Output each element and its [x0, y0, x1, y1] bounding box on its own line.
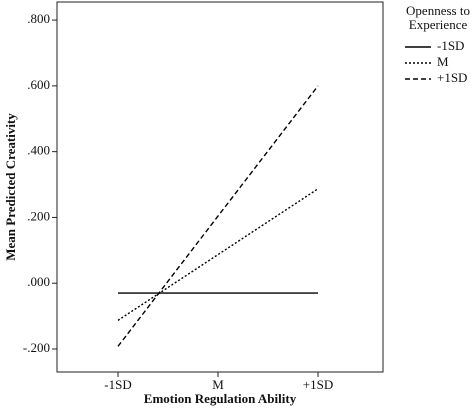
- y-tick-label: .800: [27, 11, 50, 26]
- x-tick-label: +1SD: [303, 377, 333, 392]
- y-axis-label: Mean Predicted Creativity: [3, 113, 18, 261]
- x-axis-label: Emotion Regulation Ability: [144, 391, 297, 406]
- x-tick-label: M: [212, 377, 224, 392]
- y-tick-label: -.200: [23, 340, 50, 355]
- legend-title: Openness to Experience: [406, 3, 470, 32]
- y-tick-label: .000: [27, 274, 50, 289]
- y-tick-label: .600: [27, 77, 50, 92]
- series-line: [117, 188, 319, 321]
- legend-label: -1SD: [437, 38, 464, 53]
- legend-label: M: [437, 54, 449, 69]
- y-tick-label: .400: [27, 143, 50, 158]
- y-tick-label: .200: [27, 208, 50, 223]
- plot-frame: [56, 1, 384, 373]
- x-tick-label: -1SD: [104, 377, 131, 392]
- legend-label: +1SD: [437, 70, 467, 85]
- series-line: [117, 85, 319, 347]
